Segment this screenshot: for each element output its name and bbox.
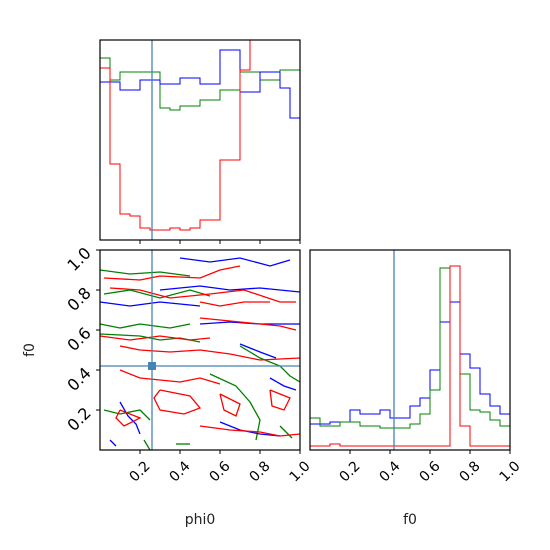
contour-frame xyxy=(99,249,301,451)
contour-red-2 xyxy=(199,301,270,307)
f0-hist-red-series xyxy=(310,265,510,447)
contour-red-1 xyxy=(109,287,296,303)
phi0-hist-frame xyxy=(99,39,301,241)
x-axis-label-phi0: phi0 xyxy=(185,512,216,528)
contour-red-11 xyxy=(269,389,291,411)
contour-green-5 xyxy=(209,373,261,441)
phi0-hist-red-series xyxy=(100,40,251,231)
x-axis-label-f0: f0 xyxy=(403,512,417,528)
contour-blue-8 xyxy=(109,439,117,447)
phi0-histogram-panel xyxy=(99,39,301,244)
contour-blue-6 xyxy=(119,401,141,435)
f0-hist-frame xyxy=(309,249,511,451)
f0-hist-blue-series xyxy=(310,301,510,425)
phi0-hist-blue-series xyxy=(100,49,300,119)
phi0-f0-contour-panel: 0.2 0.4 0.6 0.8 1.00.20.40.60.81.0 xyxy=(63,243,313,485)
contour-green-1 xyxy=(103,289,211,299)
contour-red-4 xyxy=(100,335,211,341)
contour-red-10 xyxy=(199,425,300,437)
contour-blue-0 xyxy=(179,257,291,267)
truth-marker xyxy=(148,362,156,370)
contour-blue-1 xyxy=(159,285,300,293)
contour-red-8 xyxy=(219,393,241,417)
contour-green-7 xyxy=(103,409,151,421)
contour-blue-4 xyxy=(239,343,277,359)
contour-blue-2 xyxy=(100,301,201,307)
y-axis-label-f0: f0 xyxy=(22,343,38,357)
contour-red-5 xyxy=(119,345,300,361)
contour-blue-5 xyxy=(269,377,297,391)
contour-red-7 xyxy=(153,389,202,415)
contour-green-2 xyxy=(100,323,191,329)
contour-red-6 xyxy=(119,369,221,385)
contour-red-9 xyxy=(115,409,142,427)
contour-blue-7 xyxy=(219,421,281,437)
contour-red-0 xyxy=(103,265,241,281)
contour-green-0 xyxy=(100,269,191,277)
contour-green-8 xyxy=(143,439,151,450)
contour-red-3 xyxy=(199,317,297,331)
contour-green-6 xyxy=(279,425,293,439)
f0-hist-green-series xyxy=(310,265,510,429)
